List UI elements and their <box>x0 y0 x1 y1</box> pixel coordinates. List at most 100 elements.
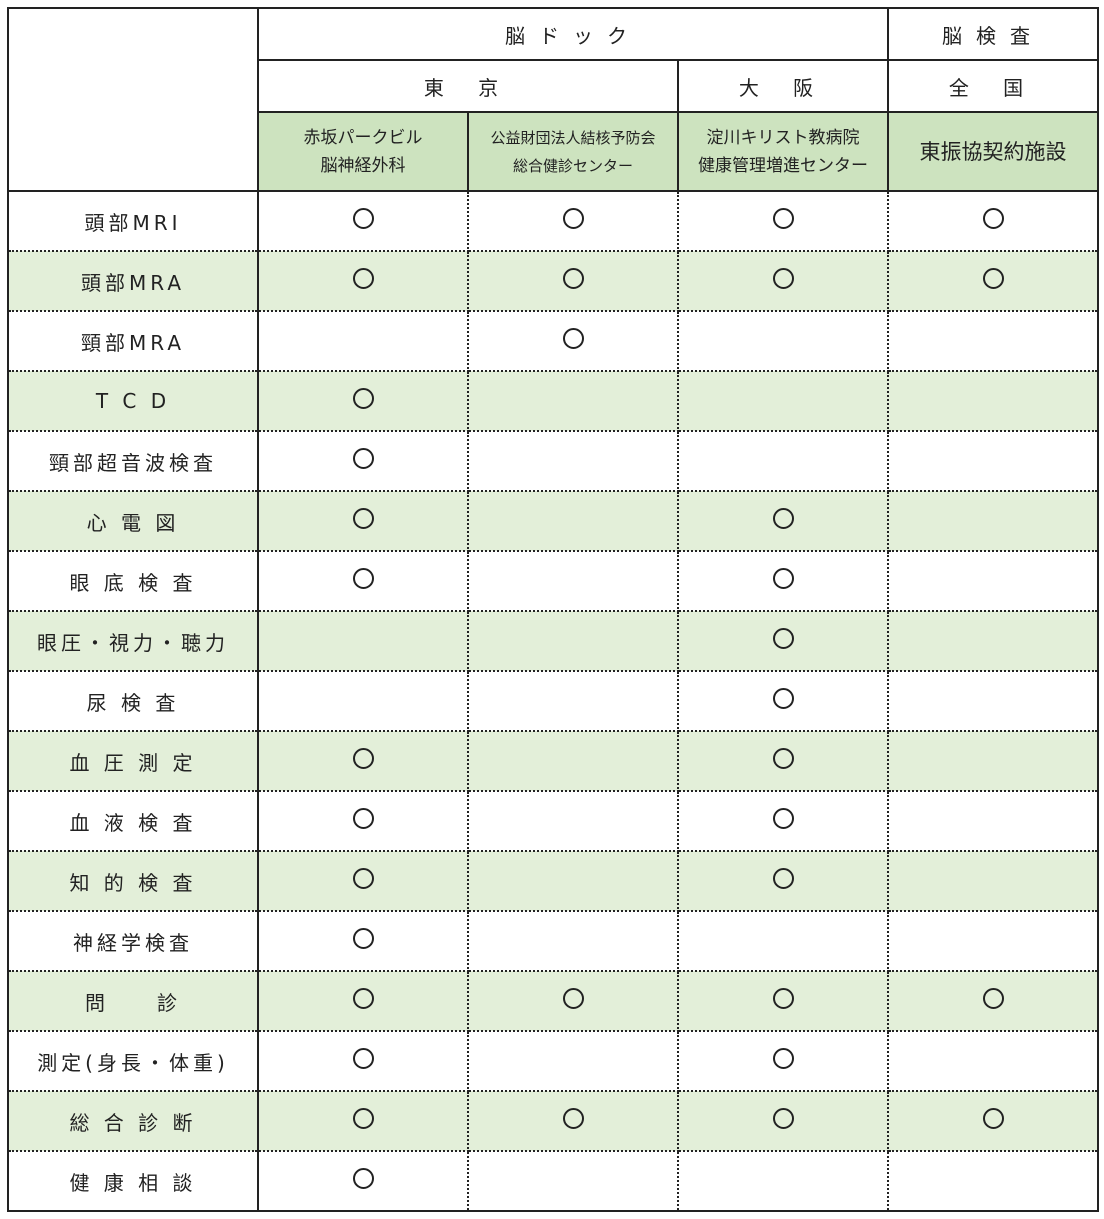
row-label: 頸部超音波検査 <box>7 430 259 492</box>
mark-cell <box>887 1090 1099 1152</box>
mark-cell <box>257 670 469 732</box>
circle-icon <box>352 208 374 229</box>
mark-cell <box>257 190 469 252</box>
mark-cell <box>467 790 679 852</box>
mark-cell <box>467 310 679 372</box>
header-brain-dock: 脳ドック <box>257 7 889 61</box>
table-row: 問 診 <box>7 970 1099 1032</box>
facility-name: 脳神経外科 <box>320 155 406 176</box>
table-row: 血 液 検 査 <box>7 790 1099 852</box>
row-label: 頭部MRA <box>7 250 259 312</box>
circle-icon <box>352 568 374 589</box>
table-row: T C D <box>7 370 1099 432</box>
mark-cell <box>467 190 679 252</box>
row-label: 眼圧・視力・聴力 <box>7 610 259 672</box>
mark-cell <box>257 310 469 372</box>
mark-cell <box>257 1030 469 1092</box>
mark-cell <box>887 970 1099 1032</box>
mark-cell <box>677 850 889 912</box>
mark-cell <box>887 430 1099 492</box>
mark-cell <box>887 310 1099 372</box>
row-label: 知 的 検 査 <box>7 850 259 912</box>
mark-cell <box>677 670 889 732</box>
mark-cell <box>467 670 679 732</box>
mark-cell <box>677 250 889 312</box>
row-label: 尿 検 査 <box>7 670 259 732</box>
circle-icon <box>352 388 374 409</box>
table-row: 知 的 検 査 <box>7 850 1099 912</box>
table-row: 測定(身長・体重) <box>7 1030 1099 1092</box>
facility-name: 総合健診センター <box>512 156 633 175</box>
mark-cell <box>257 970 469 1032</box>
facility-name: 淀川キリスト教病院 <box>706 127 860 148</box>
mark-cell <box>257 550 469 612</box>
circle-icon <box>352 508 374 529</box>
circle-icon <box>982 208 1004 229</box>
mark-cell <box>887 490 1099 552</box>
table-row: 心 電 図 <box>7 490 1099 552</box>
circle-icon <box>562 988 584 1009</box>
facility-akasaka: 赤坂パークビル 脳神経外科 <box>257 111 469 192</box>
mark-cell <box>677 490 889 552</box>
row-label: T C D <box>7 370 259 432</box>
mark-cell <box>887 670 1099 732</box>
mark-cell <box>257 790 469 852</box>
mark-cell <box>257 610 469 672</box>
mark-cell <box>677 910 889 972</box>
circle-icon <box>772 808 794 829</box>
mark-cell <box>677 1030 889 1092</box>
circle-icon <box>982 988 1004 1009</box>
circle-icon <box>772 1108 794 1129</box>
mark-cell <box>257 910 469 972</box>
mark-cell <box>677 610 889 672</box>
circle-icon <box>982 268 1004 289</box>
circle-icon <box>352 448 374 469</box>
mark-cell <box>677 790 889 852</box>
mark-cell <box>677 1150 889 1212</box>
circle-icon <box>772 568 794 589</box>
row-label: 神経学検査 <box>7 910 259 972</box>
table-row: 頸部超音波検査 <box>7 430 1099 492</box>
circle-icon <box>772 1048 794 1069</box>
table-row: 眼圧・視力・聴力 <box>7 610 1099 672</box>
circle-icon <box>772 748 794 769</box>
facility-toshinkyo: 東振協契約施設 <box>887 111 1099 192</box>
table-row: 頭部MRA <box>7 250 1099 312</box>
circle-icon <box>772 688 794 709</box>
facility-name: 健康管理増進センター <box>698 155 868 176</box>
circle-icon <box>562 1108 584 1129</box>
mark-cell <box>887 370 1099 432</box>
mark-cell <box>467 910 679 972</box>
table-row: 血 圧 測 定 <box>7 730 1099 792</box>
mark-cell <box>677 430 889 492</box>
mark-cell <box>887 1030 1099 1092</box>
mark-cell <box>677 370 889 432</box>
table-row: 眼 底 検 査 <box>7 550 1099 612</box>
mark-cell <box>677 550 889 612</box>
mark-cell <box>257 730 469 792</box>
header-brain-exam: 脳検査 <box>887 7 1099 61</box>
row-label: 頭部MRI <box>7 190 259 252</box>
facility-name: 公益財団法人結核予防会 <box>490 128 656 147</box>
circle-icon <box>772 988 794 1009</box>
row-label: 総 合 診 断 <box>7 1090 259 1152</box>
mark-cell <box>467 370 679 432</box>
circle-icon <box>352 748 374 769</box>
circle-icon <box>772 268 794 289</box>
facility-yodogawa: 淀川キリスト教病院 健康管理増進センター <box>677 111 889 192</box>
circle-icon <box>352 988 374 1009</box>
table-row: 頭部MRI <box>7 190 1099 252</box>
table-row: 頸部MRA <box>7 310 1099 372</box>
circle-icon <box>772 208 794 229</box>
circle-icon <box>352 868 374 889</box>
table-row: 総 合 診 断 <box>7 1090 1099 1152</box>
circle-icon <box>352 928 374 949</box>
mark-cell <box>257 1150 469 1212</box>
mark-cell <box>887 730 1099 792</box>
mark-cell <box>257 430 469 492</box>
mark-cell <box>677 730 889 792</box>
mark-cell <box>257 370 469 432</box>
mark-cell <box>887 1150 1099 1212</box>
circle-icon <box>562 328 584 349</box>
circle-icon <box>562 268 584 289</box>
